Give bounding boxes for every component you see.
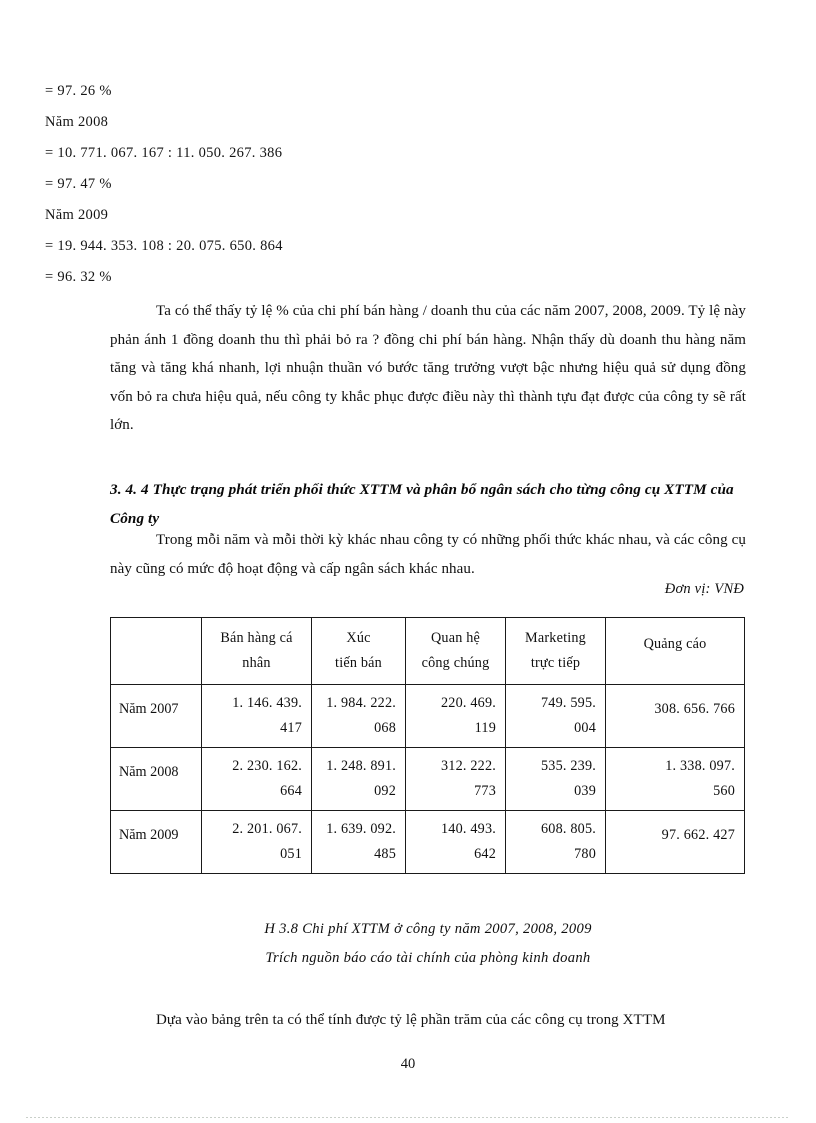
table-row: Năm 2009 2. 201. 067. 051 1. 639. 092. 4…	[110, 810, 745, 874]
value-line-2: 417	[280, 720, 302, 736]
value-line-2: 051	[280, 846, 302, 862]
column-header-advertising: Quảng cáo	[605, 617, 745, 685]
cell-direct-marketing: 749. 595. 004	[505, 684, 606, 748]
calculation-block: = 97. 26 % Năm 2008 = 10. 771. 067. 167 …	[45, 76, 635, 293]
calculation-line: Năm 2009	[45, 207, 109, 223]
section-heading: 3. 4. 4 Thực trạng phát triển phối thức …	[110, 480, 734, 527]
paragraph-mix-intro: Trong mỗi năm và mỗi thời kỳ khác nhau c…	[110, 532, 746, 577]
header-line-1: Marketing	[525, 630, 586, 646]
cell-sales-promotion: 1. 248. 891. 092	[311, 747, 406, 811]
cell-sales-promotion: 1. 984. 222. 068	[311, 684, 406, 748]
value-line-1: 1. 248. 891.	[326, 758, 396, 774]
xttm-cost-table-container: Bán hàng cá nhân Xúc tiến bán Quan hệ	[110, 617, 745, 874]
value-line-2: 092	[374, 783, 396, 799]
value-line-1: 97. 662. 427	[661, 827, 735, 843]
value-line-2: 642	[474, 846, 496, 862]
cell-public-relations: 312. 222. 773	[405, 747, 506, 811]
cell-advertising: 308. 656. 766	[605, 684, 745, 748]
column-header-sales-promotion: Xúc tiến bán	[311, 617, 406, 685]
value-line-1: 140. 493.	[440, 821, 496, 837]
value-line-1: 1. 984. 222.	[326, 695, 396, 711]
header-line-2: nhân	[242, 655, 271, 671]
calculation-line: Năm 2008	[45, 114, 109, 130]
value-line-1: 1. 639. 092.	[326, 821, 396, 837]
cell-direct-marketing: 535. 239. 039	[505, 747, 606, 811]
table-row: Năm 2007 1. 146. 439. 417 1. 984. 222. 0…	[110, 684, 745, 748]
caption-line-1: H 3.8 Chi phí XTTM ở công ty năm 2007, 2…	[264, 921, 592, 937]
figure-caption: H 3.8 Chi phí XTTM ở công ty năm 2007, 2…	[110, 915, 746, 973]
value-line-1: 308. 656. 766	[654, 701, 735, 717]
column-header-personal-selling: Bán hàng cá nhân	[201, 617, 312, 685]
xttm-cost-table: Bán hàng cá nhân Xúc tiến bán Quan hệ	[110, 617, 745, 874]
table-corner-cell	[110, 617, 202, 685]
value-line-2: 560	[713, 783, 735, 799]
value-line-2: 068	[374, 720, 396, 736]
value-line-1: 535. 239.	[540, 758, 596, 774]
column-header-direct-marketing: Marketing trực tiếp	[505, 617, 606, 685]
value-line-1: 749. 595.	[540, 695, 596, 711]
calculation-line: = 97. 47 %	[45, 176, 112, 192]
value-line-1: 2. 230. 162.	[232, 758, 302, 774]
value-line-2: 119	[474, 720, 496, 736]
header-line-2: trực tiếp	[530, 655, 581, 671]
cell-direct-marketing: 608. 805. 780	[505, 810, 606, 874]
cell-personal-selling: 1. 146. 439. 417	[201, 684, 312, 748]
table-header-row: Bán hàng cá nhân Xúc tiến bán Quan hệ	[110, 617, 745, 685]
header-line-1: Xúc	[346, 630, 371, 646]
cell-personal-selling: 2. 230. 162. 664	[201, 747, 312, 811]
cell-advertising: 97. 662. 427	[605, 810, 745, 874]
cell-public-relations: 140. 493. 642	[405, 810, 506, 874]
header-line-1: Bán hàng cá	[220, 630, 293, 646]
header-line-2: tiến bán	[335, 655, 382, 671]
cell-sales-promotion: 1. 639. 092. 485	[311, 810, 406, 874]
page-number: 40	[400, 1056, 416, 1072]
value-line-1: 220. 469.	[440, 695, 496, 711]
table-row: Năm 2008 2. 230. 162. 664 1. 248. 891. 0…	[110, 747, 745, 811]
value-line-1: 312. 222.	[440, 758, 496, 774]
cell-personal-selling: 2. 201. 067. 051	[201, 810, 312, 874]
value-line-2: 039	[574, 783, 596, 799]
caption-line-2: Trích nguồn báo cáo tài chính của phòng …	[265, 950, 591, 966]
column-header-public-relations: Quan hệ công chúng	[405, 617, 506, 685]
cell-advertising: 1. 338. 097. 560	[605, 747, 745, 811]
value-line-2: 004	[574, 720, 596, 736]
header-line-1: Quảng cáo	[643, 636, 707, 652]
value-line-1: 2. 201. 067.	[232, 821, 302, 837]
row-label-year: Năm 2008	[110, 747, 202, 811]
value-line-2: 485	[374, 846, 396, 862]
calculation-line: = 97. 26 %	[45, 83, 112, 99]
scan-edge-line	[26, 1117, 790, 1118]
calculation-line: = 96. 32 %	[45, 269, 112, 285]
paragraph-closing: Dựa vào bảng trên ta có thể tính được tỷ…	[156, 1012, 666, 1028]
table-unit-label: Đơn vị: VNĐ	[664, 581, 744, 597]
value-line-1: 1. 146. 439.	[232, 695, 302, 711]
row-label-year: Năm 2007	[110, 684, 202, 748]
value-line-2: 780	[574, 846, 596, 862]
paragraph-ratio-analysis: Ta có thể thấy tỷ lệ % của chi phí bán h…	[110, 303, 746, 433]
calculation-line: = 10. 771. 067. 167 : 11. 050. 267. 386	[45, 145, 283, 161]
header-line-1: Quan hệ	[430, 630, 481, 646]
value-line-2: 773	[474, 783, 496, 799]
value-line-1: 1. 338. 097.	[665, 758, 735, 774]
value-line-2: 664	[280, 783, 302, 799]
cell-public-relations: 220. 469. 119	[405, 684, 506, 748]
row-label-year: Năm 2009	[110, 810, 202, 874]
calculation-line: = 19. 944. 353. 108 : 20. 075. 650. 864	[45, 238, 283, 254]
header-line-2: công chúng	[421, 655, 490, 671]
value-line-1: 608. 805.	[540, 821, 596, 837]
